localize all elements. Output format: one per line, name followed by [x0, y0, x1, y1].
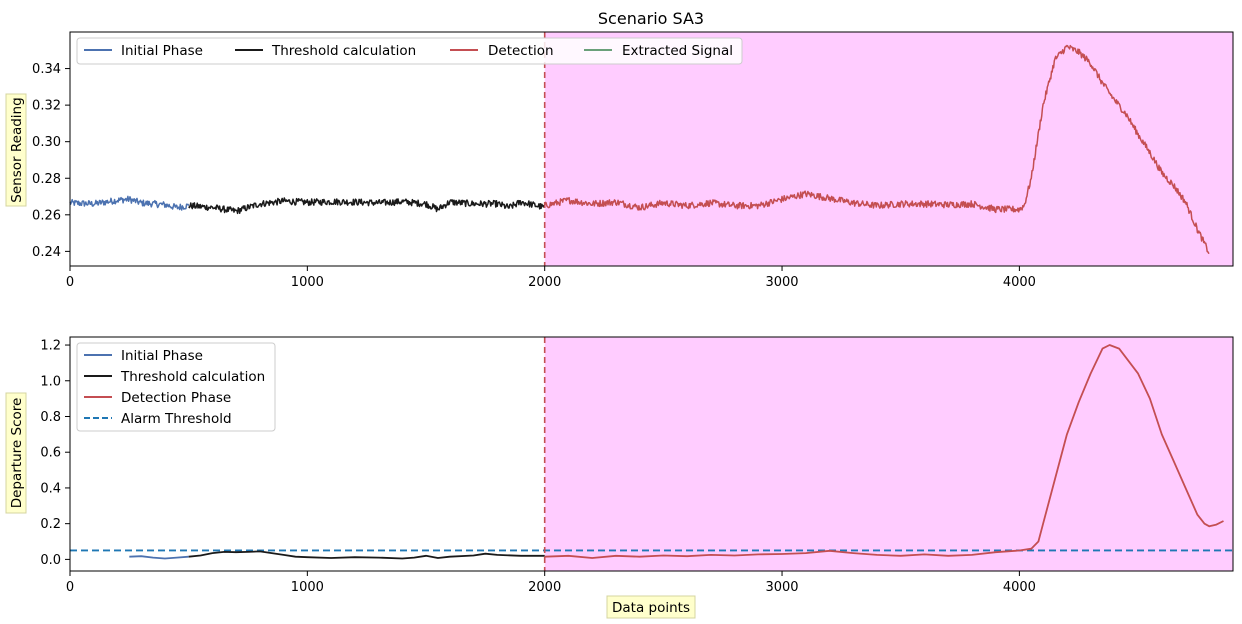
x-tick-label: 3000 — [765, 580, 798, 595]
legend-initial-phase: Initial Phase — [121, 43, 203, 59]
detection-region-bottom — [544, 337, 1233, 571]
y-tick-label: 0.6 — [40, 446, 61, 461]
top-axes-frame — [69, 31, 1234, 267]
y-tick-label: 0.28 — [32, 172, 61, 187]
series-line-initial-phase-bottom — [129, 555, 189, 560]
series-line-detection-phase-bottom — [544, 344, 1224, 559]
y-tick-label: 0.30 — [32, 135, 61, 150]
detection-region-top — [544, 32, 1233, 266]
bottom-ylabel-box: Departure Score — [5, 392, 27, 514]
x-tick-label: 4000 — [1003, 275, 1036, 290]
series-line-initial-phase-top — [69, 195, 190, 211]
top-panel: 0 1000 2000 3000 4000 0.240.260.280.300.320.… — [5, 9, 1234, 290]
top-x-ticks: 0 1000 2000 3000 4000 — [66, 266, 1036, 290]
legend-detection-phase: Detection Phase — [121, 390, 231, 406]
x-tick-label: 2000 — [528, 580, 561, 595]
x-label-box: Data points — [606, 595, 696, 619]
y-tick-label: 0.24 — [32, 245, 61, 260]
y-tick-label: 0.8 — [40, 410, 61, 425]
bottom-y-ticks: 0.0 0.2 0.4 0.6 0.8 1.0 1.2 — [40, 339, 70, 568]
top-series-group — [69, 44, 1210, 254]
legend-threshold-calculation: Threshold calculation — [271, 43, 416, 59]
bottom-x-ticks: 0 1000 2000 3000 4000 — [66, 571, 1036, 595]
x-tick-label: 1000 — [291, 275, 324, 290]
x-tick-label: 1000 — [291, 580, 324, 595]
y-tick-label: 1.2 — [40, 339, 61, 354]
bottom-series-group — [129, 344, 1224, 560]
y-tick-label: 0.32 — [32, 99, 61, 114]
x-tick-label: 4000 — [1003, 580, 1036, 595]
x-tick-label: 2000 — [528, 275, 561, 290]
legend-alarm-threshold: Alarm Threshold — [121, 411, 232, 427]
legend-top: Initial Phase Threshold calculation Dete… — [76, 37, 743, 65]
series-line-detection-top — [543, 44, 1210, 254]
y-tick-label: 0.34 — [32, 62, 61, 77]
top-ylabel-box: Sensor Reading — [5, 93, 27, 207]
chart-title: Scenario SA3 — [598, 9, 704, 28]
x-tick-label: 3000 — [765, 275, 798, 290]
top-y-ticks: 0.24 0.26 0.28 0.30 0.32 0.34 — [32, 62, 70, 260]
legend-extracted-signal: Extracted Signal — [622, 43, 733, 59]
series-line-threshold-calculation-top — [188, 197, 546, 215]
bottom-axes-frame — [69, 336, 1234, 572]
x-tick-label: 0 — [66, 580, 74, 595]
legend-initial-phase-b: Initial Phase — [121, 348, 203, 364]
legend-detection: Detection — [488, 43, 554, 59]
bottom-panel: 0 1000 2000 3000 4000 0.00.20.40.60.81.01.2 … — [5, 336, 1234, 619]
x-axis-label: Data points — [612, 600, 690, 616]
legend-bottom: Initial Phase Threshold calculation Dete… — [76, 342, 276, 432]
y-tick-label: 0.2 — [40, 517, 61, 532]
y-axis-label-departure: Departure Score — [9, 398, 25, 509]
series-line-threshold-calculation-bottom — [188, 550, 545, 560]
y-tick-label: 0.4 — [40, 481, 61, 496]
y-tick-label: 0.0 — [40, 553, 61, 568]
y-tick-label: 0.26 — [32, 208, 61, 223]
x-tick-label: 0 — [66, 275, 74, 290]
y-axis-label-sensor: Sensor Reading — [9, 97, 25, 202]
y-tick-label: 1.0 — [40, 374, 61, 389]
legend-threshold-calculation-b: Threshold calculation — [120, 369, 265, 385]
